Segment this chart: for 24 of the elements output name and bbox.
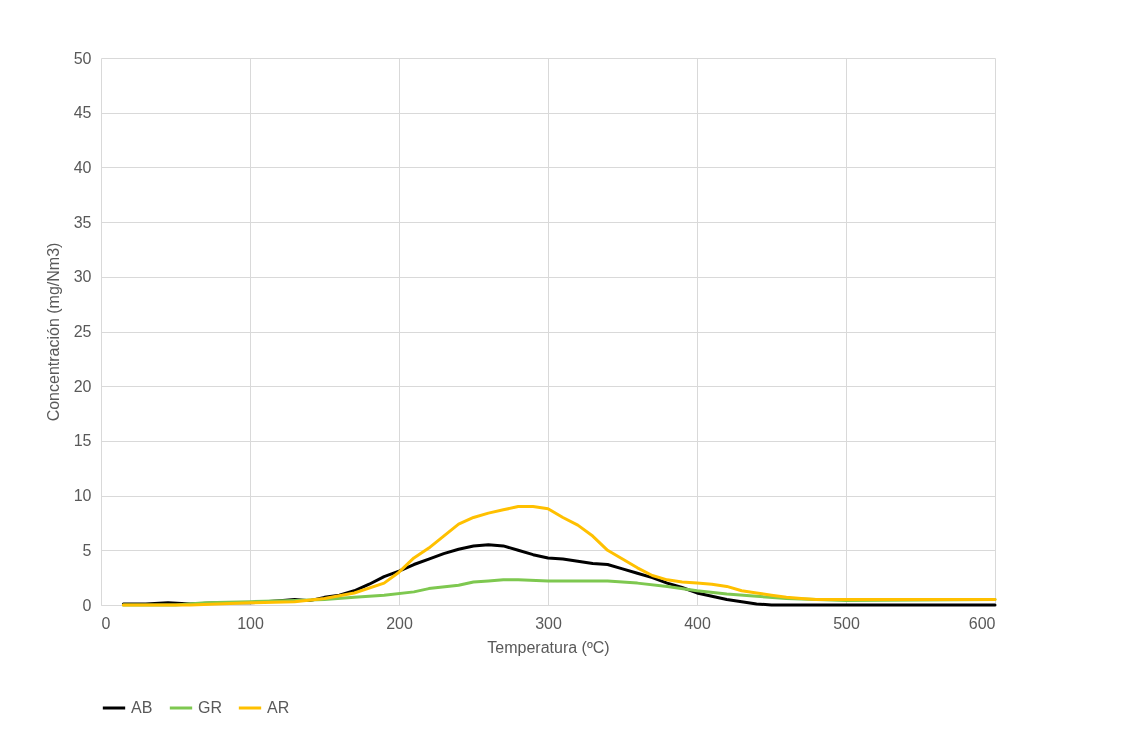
legend-label: AR [267, 699, 290, 716]
y-tick-label: 0 [82, 596, 92, 614]
y-tick-label: 50 [73, 49, 92, 67]
x-tick-label: 300 [535, 614, 562, 632]
y-axis-title: Concentración (mg/Nm3) [44, 242, 62, 422]
y-tick-label: 30 [73, 268, 92, 286]
y-tick-label: 5 [82, 541, 92, 559]
y-tick-label: 20 [73, 377, 92, 395]
x-tick-label: 500 [833, 614, 860, 632]
legend-label: GR [198, 699, 222, 716]
x-tick-label: 100 [237, 614, 264, 632]
line-series [121, 505, 997, 607]
x-tick-label: 400 [684, 614, 711, 632]
x-tick-label: 0 [101, 614, 111, 632]
x-tick-label: 200 [386, 614, 413, 632]
legend-label: AB [131, 699, 153, 716]
x-axis-title: Temperatura (ºC) [487, 638, 610, 656]
y-tick-label: 45 [73, 104, 92, 122]
y-tick-label: 25 [73, 323, 92, 340]
y-tick-label: 15 [73, 432, 92, 450]
y-tick-label: 40 [73, 158, 92, 176]
y-tick-label: 35 [73, 213, 92, 231]
x-tick-label: 600 [968, 614, 996, 632]
y-tick-label: 10 [73, 487, 92, 505]
